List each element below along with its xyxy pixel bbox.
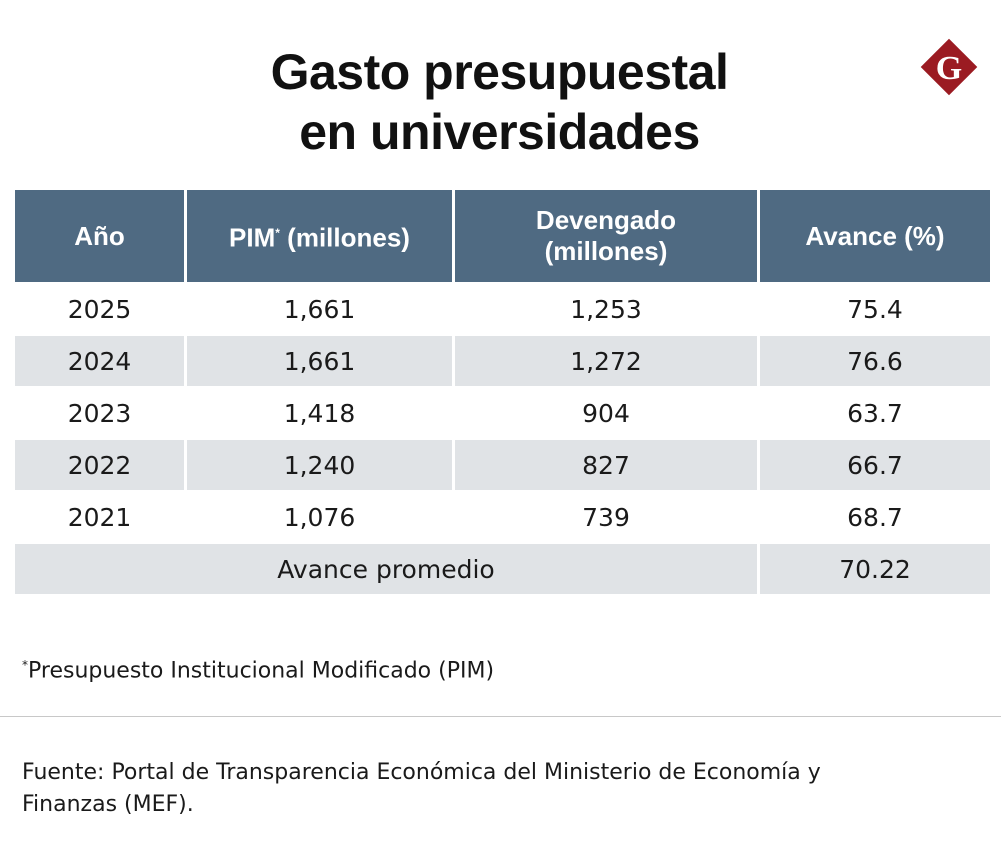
header-avance: Avance (%) [760, 190, 990, 284]
cell-year: 2021 [15, 492, 187, 544]
cell-pim: 1,661 [187, 336, 455, 388]
svg-text:G: G [936, 50, 962, 87]
budget-table: Año PIM* (millones) Devengado (millones) … [15, 190, 990, 596]
table-row: 2024 1,661 1,272 76.6 [15, 336, 990, 388]
summary-row: Avance promedio 70.22 [15, 544, 990, 596]
cell-avance: 63.7 [760, 388, 990, 440]
title-line-2: en universidades [299, 104, 700, 160]
table-row: 2021 1,076 739 68.7 [15, 492, 990, 544]
cell-devengado: 1,253 [455, 284, 760, 336]
cell-pim: 1,418 [187, 388, 455, 440]
cell-pim: 1,076 [187, 492, 455, 544]
cell-year: 2022 [15, 440, 187, 492]
cell-pim: 1,661 [187, 284, 455, 336]
cell-avance: 75.4 [760, 284, 990, 336]
cell-devengado: 904 [455, 388, 760, 440]
table-row: 2023 1,418 904 63.7 [15, 388, 990, 440]
table-row: 2022 1,240 827 66.7 [15, 440, 990, 492]
summary-label: Avance promedio [15, 544, 760, 596]
chart-title: Gasto presupuestal en universidades [0, 42, 1001, 162]
cell-devengado: 739 [455, 492, 760, 544]
cell-year: 2023 [15, 388, 187, 440]
cell-year: 2025 [15, 284, 187, 336]
header-year: Año [15, 190, 187, 284]
header-devengado: Devengado (millones) [455, 190, 760, 284]
cell-avance: 76.6 [760, 336, 990, 388]
brand-logo: G [920, 38, 978, 96]
title-line-1: Gasto presupuestal [270, 44, 729, 100]
divider [0, 716, 1001, 717]
table-row: 2025 1,661 1,253 75.4 [15, 284, 990, 336]
cell-devengado: 827 [455, 440, 760, 492]
table-header: Año PIM* (millones) Devengado (millones) … [15, 190, 990, 284]
cell-avance: 66.7 [760, 440, 990, 492]
summary-value: 70.22 [760, 544, 990, 596]
cell-devengado: 1,272 [455, 336, 760, 388]
cell-pim: 1,240 [187, 440, 455, 492]
source-note: Fuente: Portal de Transparencia Económic… [22, 760, 821, 817]
cell-avance: 68.7 [760, 492, 990, 544]
footnote: *Presupuesto Institucional Modificado (P… [22, 658, 495, 684]
header-pim: PIM* (millones) [187, 190, 455, 284]
cell-year: 2024 [15, 336, 187, 388]
